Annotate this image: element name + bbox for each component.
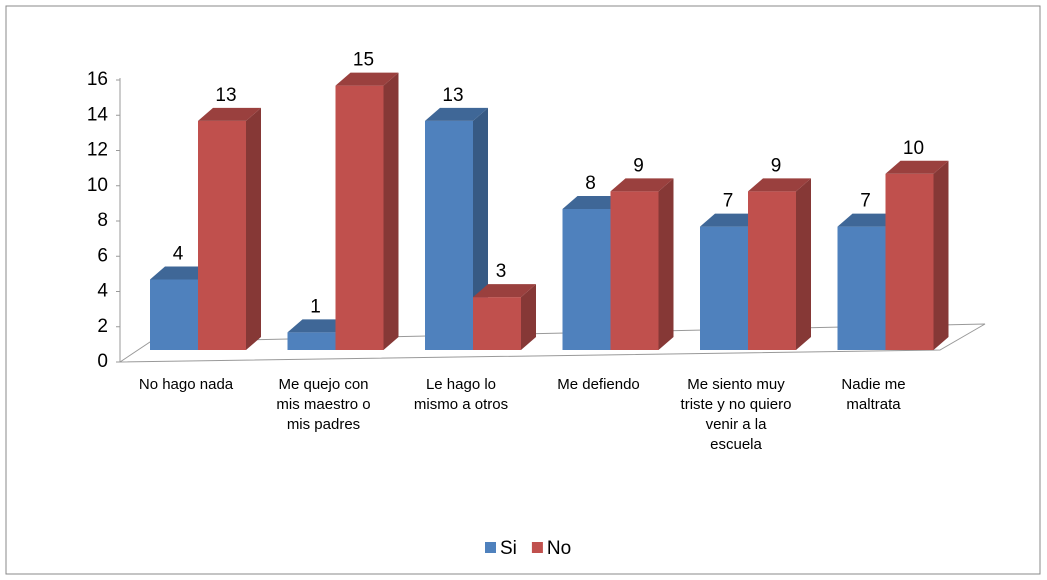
data-label: 13 <box>442 85 463 106</box>
bar-front <box>335 85 384 350</box>
y-tick-label: 0 <box>97 351 108 372</box>
bar-front <box>885 173 934 350</box>
legend-swatch <box>485 542 496 553</box>
legend-swatch <box>531 542 543 553</box>
bar-top <box>150 266 213 280</box>
bar-top <box>562 196 626 209</box>
data-label: 4 <box>173 244 184 265</box>
bar-front <box>287 332 336 350</box>
x-tick-label-box: No hago nada <box>138 376 234 393</box>
bar-side <box>658 178 674 350</box>
x-tick-label-box: Le hago lo mismo a otros <box>413 376 509 413</box>
bar <box>748 178 811 350</box>
bar-front <box>610 191 659 350</box>
data-label: 8 <box>585 173 596 194</box>
bar-top <box>700 213 763 227</box>
y-tick-label: 16 <box>87 69 108 90</box>
data-label: 1 <box>310 296 321 317</box>
data-label: 9 <box>771 155 782 176</box>
bar-front <box>473 297 521 350</box>
bar-front <box>198 120 246 350</box>
y-tick-label: 8 <box>97 210 108 231</box>
bar-front <box>837 226 886 350</box>
bar-top <box>335 72 399 86</box>
floor <box>118 323 986 363</box>
x-tick-label: Me siento muy triste y no quiero venir a… <box>680 376 792 453</box>
bar-top <box>198 107 261 121</box>
bar-top <box>473 284 536 298</box>
data-label: 15 <box>353 50 374 71</box>
x-tick-label: Me quejo con mis maestro o mis padres <box>276 376 371 433</box>
bar-side <box>933 160 949 350</box>
bar-side <box>246 107 261 350</box>
x-tick-label-box: Me siento muy triste y no quiero venir a… <box>680 376 792 453</box>
bar-top <box>287 319 351 333</box>
bar-front <box>425 120 473 350</box>
bar-front <box>748 191 796 350</box>
data-label: 9 <box>633 155 644 176</box>
legend-label: Si <box>500 538 517 559</box>
x-tick-label: No hago nada <box>138 376 234 393</box>
bar-front <box>150 279 198 350</box>
x-tick-label: Me defiendo <box>557 376 640 393</box>
data-label: 10 <box>903 138 924 159</box>
x-tick-label: Nadie me maltrata <box>841 376 906 413</box>
bar-top <box>885 160 949 174</box>
bar-front <box>562 209 611 350</box>
data-label: 7 <box>723 191 734 212</box>
bar-side <box>383 72 399 350</box>
y-tick-label: 4 <box>97 281 108 302</box>
data-label: 7 <box>860 191 871 212</box>
y-tick-label: 6 <box>97 245 108 266</box>
y-tick-label: 12 <box>87 140 108 161</box>
bar-top <box>837 213 901 227</box>
bar <box>425 107 488 350</box>
data-label: 13 <box>215 85 236 106</box>
bar-top <box>610 178 674 192</box>
x-tick-label-box: Nadie me maltrata <box>841 376 906 413</box>
data-label: 3 <box>496 261 507 282</box>
x-tick-label-box: Me defiendo <box>557 376 640 393</box>
y-tick-label: 14 <box>87 104 109 125</box>
bar-top <box>425 107 488 121</box>
x-tick-label: Le hago lo mismo a otros <box>413 376 509 413</box>
bar <box>198 107 261 350</box>
legend-label: No <box>547 538 571 559</box>
bar-side <box>521 284 536 350</box>
bar <box>335 72 399 350</box>
y-tick-label: 10 <box>87 175 108 196</box>
bar <box>150 266 213 350</box>
bar-top <box>748 178 811 192</box>
y-tick-label: 2 <box>97 316 108 337</box>
bar-front <box>700 226 748 350</box>
bar <box>287 319 351 350</box>
bar <box>885 160 949 350</box>
x-tick-label-box: Me quejo con mis maestro o mis padres <box>276 376 371 433</box>
bar <box>610 178 674 350</box>
bar-side <box>796 178 811 350</box>
bar <box>473 284 536 350</box>
